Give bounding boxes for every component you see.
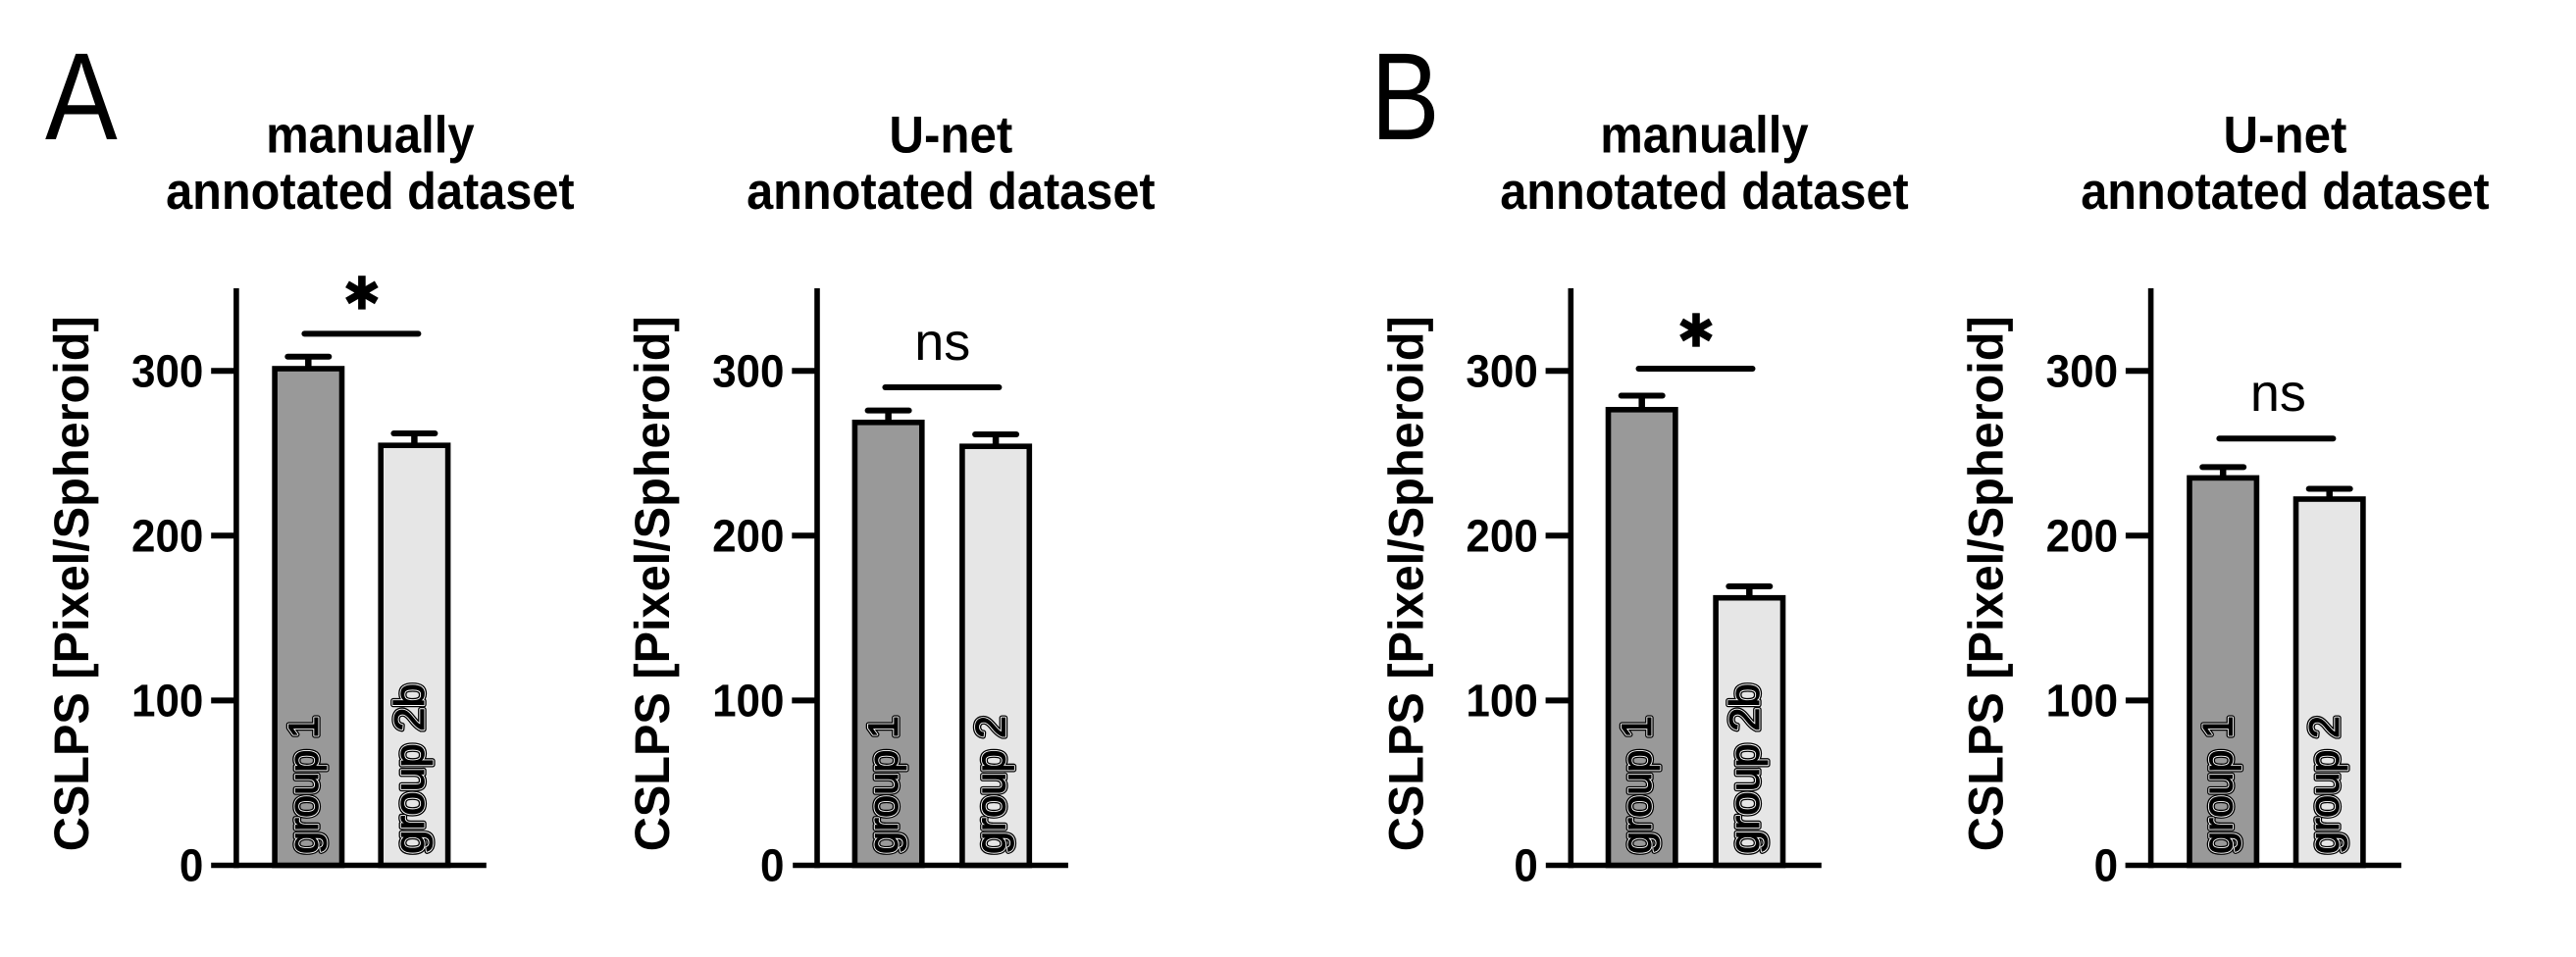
svg-text:CSLPS [Pixel/Spheroid]: CSLPS [Pixel/Spheroid] xyxy=(625,316,680,851)
svg-text:group 1: group 1 xyxy=(2195,716,2242,854)
svg-text:group 2: group 2 xyxy=(968,716,1015,854)
svg-text:group 2: group 2 xyxy=(2301,716,2348,854)
svg-text:300: 300 xyxy=(1466,346,1537,397)
svg-text:group 1: group 1 xyxy=(2195,716,2242,854)
svg-text:group 1: group 1 xyxy=(860,716,907,854)
svg-text:0: 0 xyxy=(180,840,203,891)
svg-text:A: A xyxy=(45,26,118,166)
svg-text:annotated dataset: annotated dataset xyxy=(747,163,1156,221)
svg-text:group 2: group 2 xyxy=(2301,716,2348,854)
svg-text:group 2: group 2 xyxy=(968,716,1015,854)
svg-text:ns: ns xyxy=(914,313,970,372)
svg-text:manually: manually xyxy=(1600,107,1809,165)
svg-text:300: 300 xyxy=(712,346,784,397)
svg-text:0: 0 xyxy=(1514,840,1537,891)
svg-text:CSLPS [Pixel/Spheroid]: CSLPS [Pixel/Spheroid] xyxy=(44,316,99,851)
svg-text:group 1: group 1 xyxy=(1614,716,1661,854)
svg-text:200: 200 xyxy=(1466,511,1537,562)
svg-text:group 2b: group 2b xyxy=(386,683,434,854)
svg-text:group 1: group 1 xyxy=(281,716,328,854)
svg-text:200: 200 xyxy=(131,511,203,562)
svg-text:group 2b: group 2b xyxy=(1722,683,1769,854)
svg-text:U-net: U-net xyxy=(889,107,1012,165)
svg-text:100: 100 xyxy=(131,676,203,727)
svg-text:group 1: group 1 xyxy=(2195,716,2242,854)
svg-text:group 2b: group 2b xyxy=(386,683,434,854)
svg-text:ns: ns xyxy=(2250,364,2306,423)
svg-text:group 2b: group 2b xyxy=(386,683,434,854)
svg-text:group 1: group 1 xyxy=(1614,716,1661,854)
svg-text:group 1: group 1 xyxy=(860,716,907,854)
svg-text:group 2b: group 2b xyxy=(1722,683,1769,854)
svg-text:group 2b: group 2b xyxy=(1722,683,1769,854)
svg-text:group 1: group 1 xyxy=(281,716,328,854)
svg-text:U-net: U-net xyxy=(2224,107,2347,165)
svg-text:B: B xyxy=(1371,26,1440,166)
svg-text:200: 200 xyxy=(2046,511,2118,562)
svg-text:0: 0 xyxy=(760,840,784,891)
svg-text:group 1: group 1 xyxy=(860,716,907,854)
svg-text:group 2: group 2 xyxy=(2301,716,2348,854)
svg-text:annotated dataset: annotated dataset xyxy=(2081,163,2490,221)
svg-text:manually: manually xyxy=(266,107,475,165)
svg-text:100: 100 xyxy=(1466,676,1537,727)
svg-text:annotated dataset: annotated dataset xyxy=(1500,163,1909,221)
svg-text:annotated dataset: annotated dataset xyxy=(166,163,574,221)
svg-text:300: 300 xyxy=(131,346,203,397)
svg-text:300: 300 xyxy=(2046,346,2118,397)
svg-text:0: 0 xyxy=(2094,840,2118,891)
svg-text:CSLPS [Pixel/Spheroid]: CSLPS [Pixel/Spheroid] xyxy=(1378,316,1433,851)
svg-text:group 2: group 2 xyxy=(968,716,1015,854)
svg-text:200: 200 xyxy=(712,511,784,562)
svg-text:group 1: group 1 xyxy=(281,716,328,854)
svg-text:100: 100 xyxy=(2046,676,2118,727)
svg-text:100: 100 xyxy=(712,676,784,727)
svg-text:group 1: group 1 xyxy=(1614,716,1661,854)
svg-text:CSLPS [Pixel/Spheroid]: CSLPS [Pixel/Spheroid] xyxy=(1959,316,2014,851)
